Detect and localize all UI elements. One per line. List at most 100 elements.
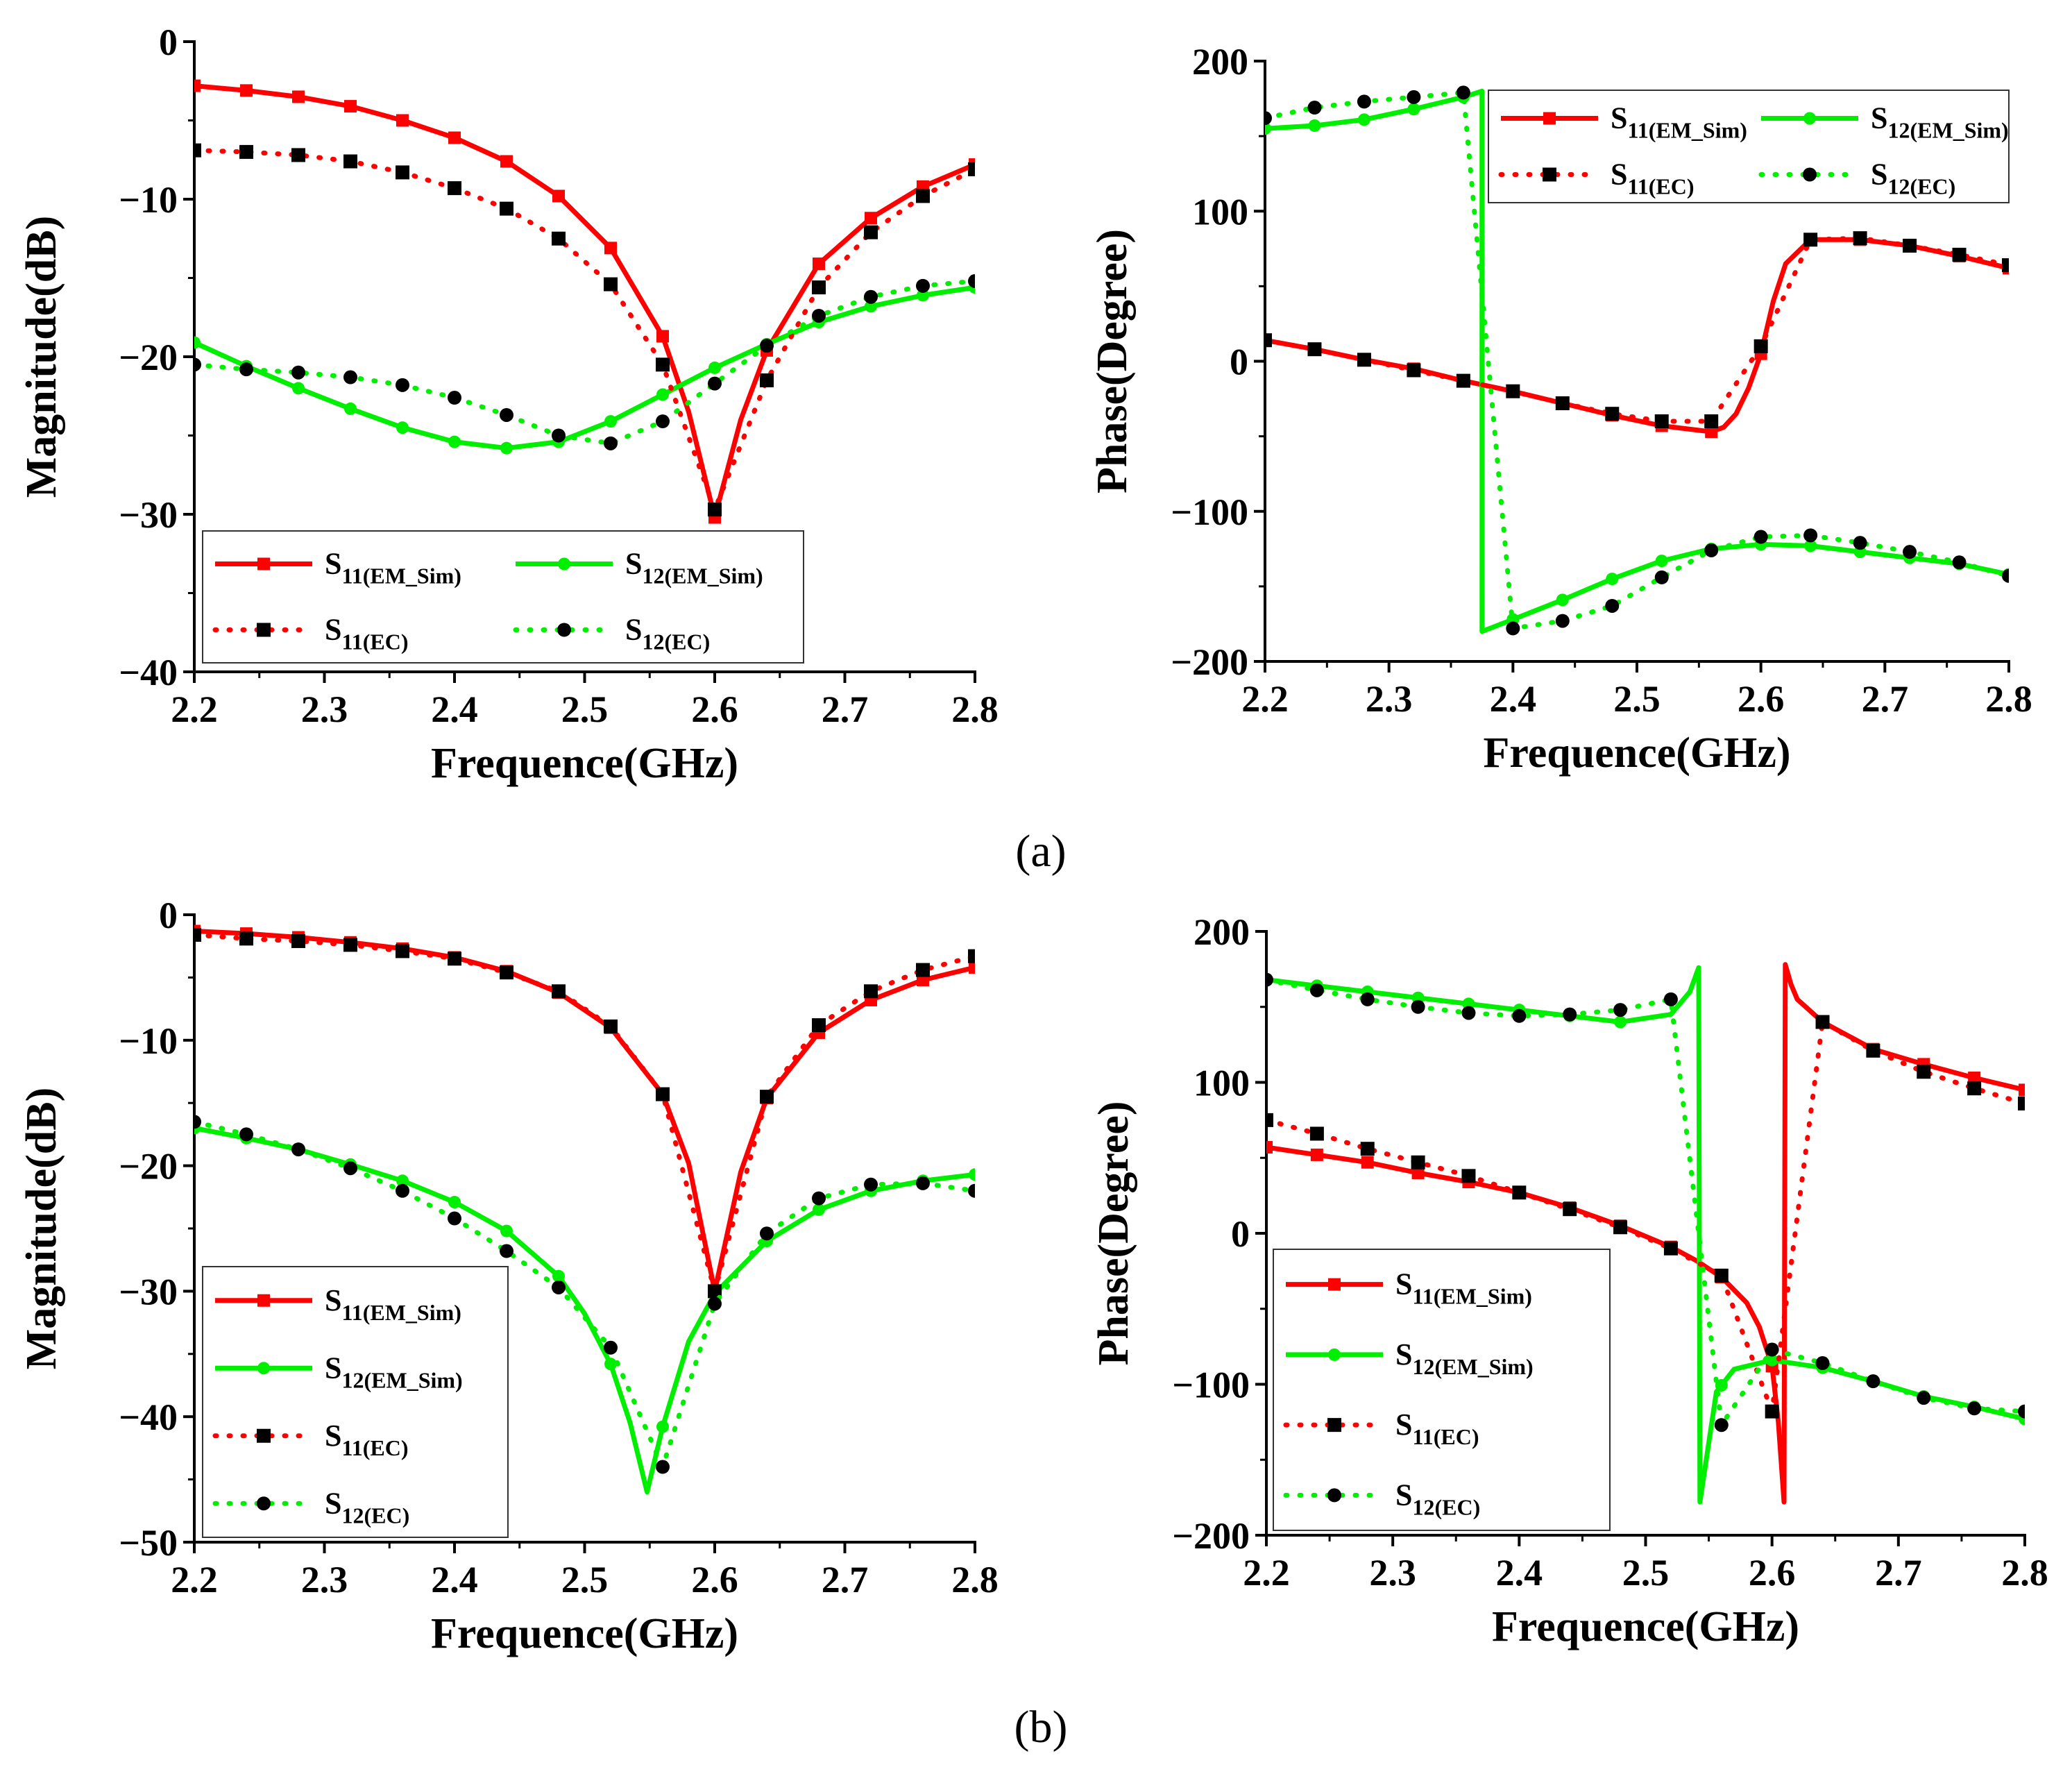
series-s11-ec-point [1266,1113,1273,1127]
series-s12-ec-point [343,1161,357,1176]
series-s11-ec-point [1613,1220,1628,1235]
series-s11-ec-point [812,1018,826,1033]
y-tick-label: −200 [1172,1515,1250,1557]
x-axis-label: Frequence(GHz) [1492,1603,1799,1650]
series-s12-ec [194,274,975,450]
series-s12-ec-dotted-line [194,1119,975,1474]
series-s11-em-sim-marker [344,100,357,113]
series-s12-ec-point [291,1142,305,1157]
legend-marker [1327,1488,1341,1503]
y-tick-label: −10 [119,179,178,221]
series-s11-ec-point [500,965,513,980]
series-s12-ec-point [1407,90,1421,104]
legend-label-subscript: 12(EC) [642,629,710,654]
y-tick-label: 100 [1194,1063,1250,1104]
legend-label-subscript: 11(EC) [1412,1424,1479,1449]
series-s12-ec-point [1967,1401,1982,1416]
series-s12-ec-point [1506,621,1520,636]
series-s11-ec-point [1815,1015,1830,1029]
y-tick-label: −40 [119,1396,178,1438]
series-s12-ec-point [396,378,409,392]
series-s12-ec-point [1714,1418,1729,1433]
chart-b-phase: 2.2 2.3 2.4 2.5 2.6 2.7 2.8 200 100 0 −100 −200 Freq… [1090,911,2048,1650]
legend-label-subscript: 11(EM_Sim) [341,564,461,589]
series-s12-em-sim-marker [194,336,201,349]
series-s11-em-sim-marker [1705,425,1718,439]
series-s11-ec-point [1265,333,1272,348]
legend-item: S12(EC) [212,1486,409,1528]
series-s11-ec-point [1714,1268,1729,1283]
series-s11-ec [1266,1015,2025,1419]
legend-marker [1328,1348,1341,1361]
legend-marker [257,623,271,637]
legend-box [202,1266,509,1538]
series-s11-ec-point [864,984,878,999]
series-s12-ec-point [194,357,201,372]
series-s11-em-sim-marker [969,961,975,974]
series-s12-ec-point [1461,1006,1476,1020]
series-s11-ec-point [1605,407,1620,421]
series-s12-ec-point [500,407,513,422]
series-s12-ec [1266,972,2025,1433]
legend-marker [1543,112,1556,125]
series-s12-ec-point [968,1183,975,1198]
series-s12-em-sim-marker [1407,103,1420,116]
y-axis-label: Phase(Degree) [1089,229,1136,493]
legend-marker [257,1428,271,1443]
series-s11-em-sim-marker [1266,1141,1273,1154]
series-s12-em-sim-marker [1715,1379,1728,1392]
series-s12-em-sim-marker [448,435,461,448]
x-tick-label: 2.5 [1622,1552,1670,1594]
series-s11-ec-point [1952,247,1967,262]
series-s11-ec-point [812,280,826,295]
series-s12-ec-point [1704,543,1719,557]
series-s11-ec-point [1360,1142,1375,1156]
series-s11-em-sim-marker [865,212,877,225]
series-s12-ec-point [812,308,826,323]
series-s12-em-sim-marker [1765,1353,1778,1367]
y-tick-label: −10 [119,1020,178,1062]
series-s11-ec-point [343,938,357,952]
series-s11-ec-point [343,154,357,169]
x-tick-label: 2.6 [1749,1552,1796,1594]
series-s12-ec-point [1663,992,1678,1006]
series-s11-ec-point [1357,353,1371,367]
series-s11-ec-point [708,502,722,517]
series-s11-ec-point [291,933,305,948]
x-tick-label: 2.3 [1369,1552,1416,1594]
legend-label-subscript: 11(EC) [1627,174,1694,199]
y-tick-label: −30 [119,494,178,536]
series-s12-ec-point [448,1211,461,1226]
legend-marker [1803,112,1816,125]
series-s11-ec-point [1704,414,1719,428]
series-s11-em-sim-marker [1968,1071,1981,1084]
series-s11-ec-point [448,952,461,966]
series-s12-ec-point [291,365,305,380]
series-s12-ec-point [1765,1342,1779,1357]
series-s11-em-sim-marker [813,257,825,271]
series-s11-em-sim [194,924,975,1298]
series-s11-em-sim-marker [1411,1167,1425,1179]
x-tick-label: 2.8 [951,1559,999,1600]
legend-label-subscript: 12(EM_Sim) [1412,1354,1533,1379]
y-tick-label: 0 [1230,341,1248,383]
legend: S11(EM_Sim)S12(EM_Sim)S11(EC)S12(EC) [1273,1249,1611,1531]
series-s11-ec [194,143,975,517]
legend-box [1488,90,2010,203]
series-s11-ec-point [708,1284,722,1299]
y-axis-label: Magnitude(dB) [18,1088,65,1369]
series-s11-em-sim-marker [500,155,513,168]
series-s12-ec-dotted-line [1265,90,2009,632]
x-tick-label: 2.4 [1490,678,1537,720]
series-s12-em-sim-marker [552,1269,565,1283]
series-s12-ec-point [1512,1008,1527,1023]
panel-label-b: (b) [1014,1702,1068,1752]
series-s11-ec-point [1407,363,1421,378]
series-s12-ec-point [864,289,878,304]
legend-label-subscript: 11(EC) [341,1435,408,1460]
series-s12-em-sim-marker [813,1203,825,1216]
series-s12-ec-point [343,370,357,385]
series-s11-em-sim-line [1265,237,2009,434]
series-s11-ec-point [968,162,975,176]
legend-label-subscript: 12(EM_Sim) [341,1367,462,1392]
